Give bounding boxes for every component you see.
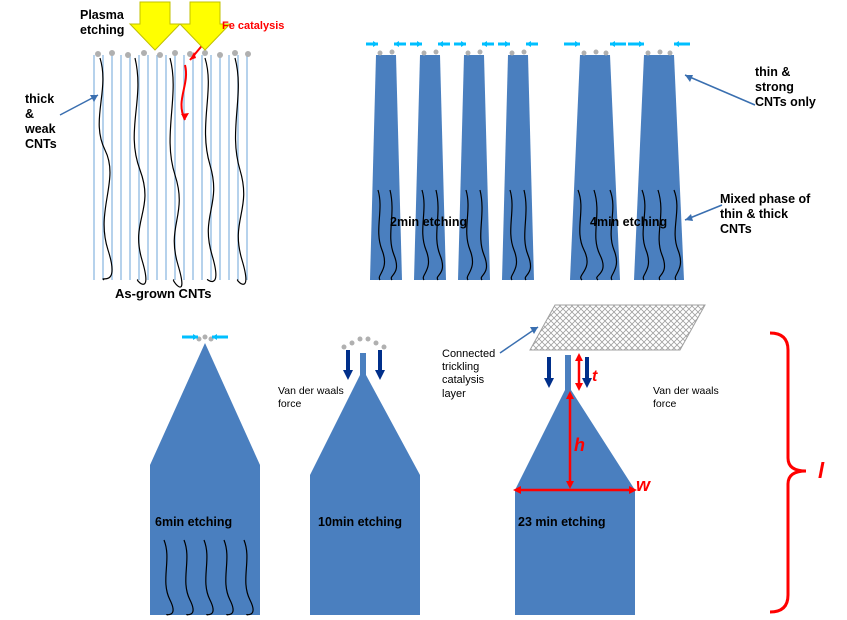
fe-label: Fe catalysis <box>222 20 284 33</box>
pointer-thickweak <box>60 95 105 120</box>
plasma-arrows <box>135 2 235 57</box>
etch4-particles <box>582 50 673 56</box>
etch2-cyan <box>366 41 538 47</box>
trickling-label: Connected trickling catalysis layer <box>442 348 495 401</box>
etch4-cyan <box>564 41 690 47</box>
cnt-lines <box>94 55 247 280</box>
etch6-particles <box>197 335 214 342</box>
mixed-label: Mixed phase of thin & thick CNTs <box>720 192 810 237</box>
etch6-block <box>150 335 270 620</box>
etch23-label: 23 min etching <box>518 515 606 530</box>
bracket-l <box>770 330 820 615</box>
mesh-layer <box>530 300 710 360</box>
etch10-block <box>310 335 440 620</box>
etch23-block <box>505 335 655 620</box>
dim-h: h <box>574 435 585 456</box>
dim-w: w <box>636 475 650 496</box>
etch10-particles <box>342 337 387 350</box>
etch2-pillars <box>370 55 534 280</box>
etch2-particles <box>378 50 527 56</box>
dim-t: t <box>592 368 597 386</box>
vdw1-label: Van der waals force <box>278 385 344 410</box>
etch4-pillars <box>570 55 684 280</box>
pointer-thinstrong <box>680 75 760 110</box>
etch10-label: 10min etching <box>318 515 402 530</box>
dim-l: l <box>818 458 824 484</box>
plasma-label: Plasma etching <box>80 8 124 38</box>
etch2-block <box>370 50 550 290</box>
etch4-label: 4min etching <box>590 215 667 230</box>
etch6-label: 6min etching <box>155 515 232 530</box>
etch2-label: 2min etching <box>390 215 467 230</box>
asgrown-label: As-grown CNTs <box>115 286 212 302</box>
asgrown-block <box>90 50 260 290</box>
thinstrong-label: thin & strong CNTs only <box>755 65 816 110</box>
thickweak-label: thick & weak CNTs <box>25 92 57 152</box>
vdw2-label: Van der waals force <box>653 385 719 410</box>
pointer-mesh <box>500 325 545 355</box>
